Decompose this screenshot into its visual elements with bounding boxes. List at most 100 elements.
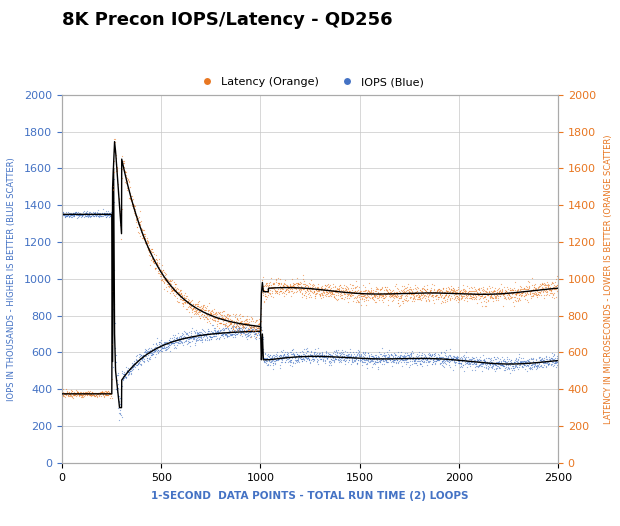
Point [384,353,394,361]
Point [128,200,138,208]
Point [306,284,316,292]
Point [461,355,471,363]
Point [372,354,382,362]
Point [283,355,293,363]
Point [162,340,172,348]
Point [234,311,244,320]
Point [207,307,217,316]
Point [451,288,461,296]
Point [254,328,264,336]
Point [411,292,421,300]
Point [324,283,334,291]
Point [252,327,262,336]
Point [284,353,294,361]
Point [274,279,284,287]
Point [198,331,208,340]
Point [355,355,365,363]
Point [137,354,147,362]
Point [545,289,555,297]
Point [547,285,557,293]
Point [151,255,161,263]
Point [110,147,120,155]
Point [524,363,534,372]
Point [456,359,466,368]
Point [143,349,153,357]
Point [211,317,221,325]
Point [490,360,500,368]
Point [385,286,395,294]
Point [245,322,255,331]
Point [117,151,126,160]
Point [224,312,234,320]
Point [79,390,89,398]
Point [250,329,260,337]
Point [306,348,316,357]
Point [234,323,244,331]
Point [270,359,280,368]
Point [141,348,151,356]
Point [329,347,339,356]
Point [213,327,223,336]
Point [437,288,447,296]
Point [278,346,288,355]
Point [130,360,140,368]
Point [299,345,309,353]
Point [359,292,369,301]
Point [259,298,269,306]
Point [242,317,252,326]
Point [347,355,357,363]
Point [140,351,150,360]
Point [209,311,219,320]
Point [503,294,513,302]
Point [91,389,100,397]
Point [86,392,96,400]
Point [210,317,220,325]
Point [424,348,434,357]
Point [200,313,210,321]
Point [78,388,88,397]
Point [454,359,464,367]
Point [159,342,169,350]
Point [507,361,517,370]
Point [142,348,152,357]
Point [379,289,389,297]
Point [522,366,532,375]
Point [133,228,143,236]
Point [381,353,391,361]
Point [238,327,248,335]
Point [317,284,327,292]
Point [146,260,156,269]
Point [333,351,343,360]
Point [282,350,292,359]
Point [111,166,121,175]
Point [244,325,254,333]
Point [469,353,479,362]
Point [112,164,122,173]
Point [218,330,228,339]
Point [462,359,472,367]
Point [252,331,262,339]
Point [137,355,147,363]
Point [200,335,210,343]
Point [455,287,465,295]
Point [255,322,265,331]
Point [223,310,233,318]
Point [546,287,556,296]
Point [299,290,309,299]
Point [309,287,319,296]
Point [253,324,263,332]
Point [549,285,559,294]
Point [250,327,260,336]
Point [243,320,253,329]
Point [436,361,446,369]
Point [292,356,302,365]
Point [375,357,385,365]
Point [449,287,459,296]
Point [392,354,402,362]
Point [384,290,394,298]
Point [112,160,122,169]
Point [468,292,478,301]
Point [487,292,497,301]
Point [212,322,222,331]
Point [483,364,493,372]
